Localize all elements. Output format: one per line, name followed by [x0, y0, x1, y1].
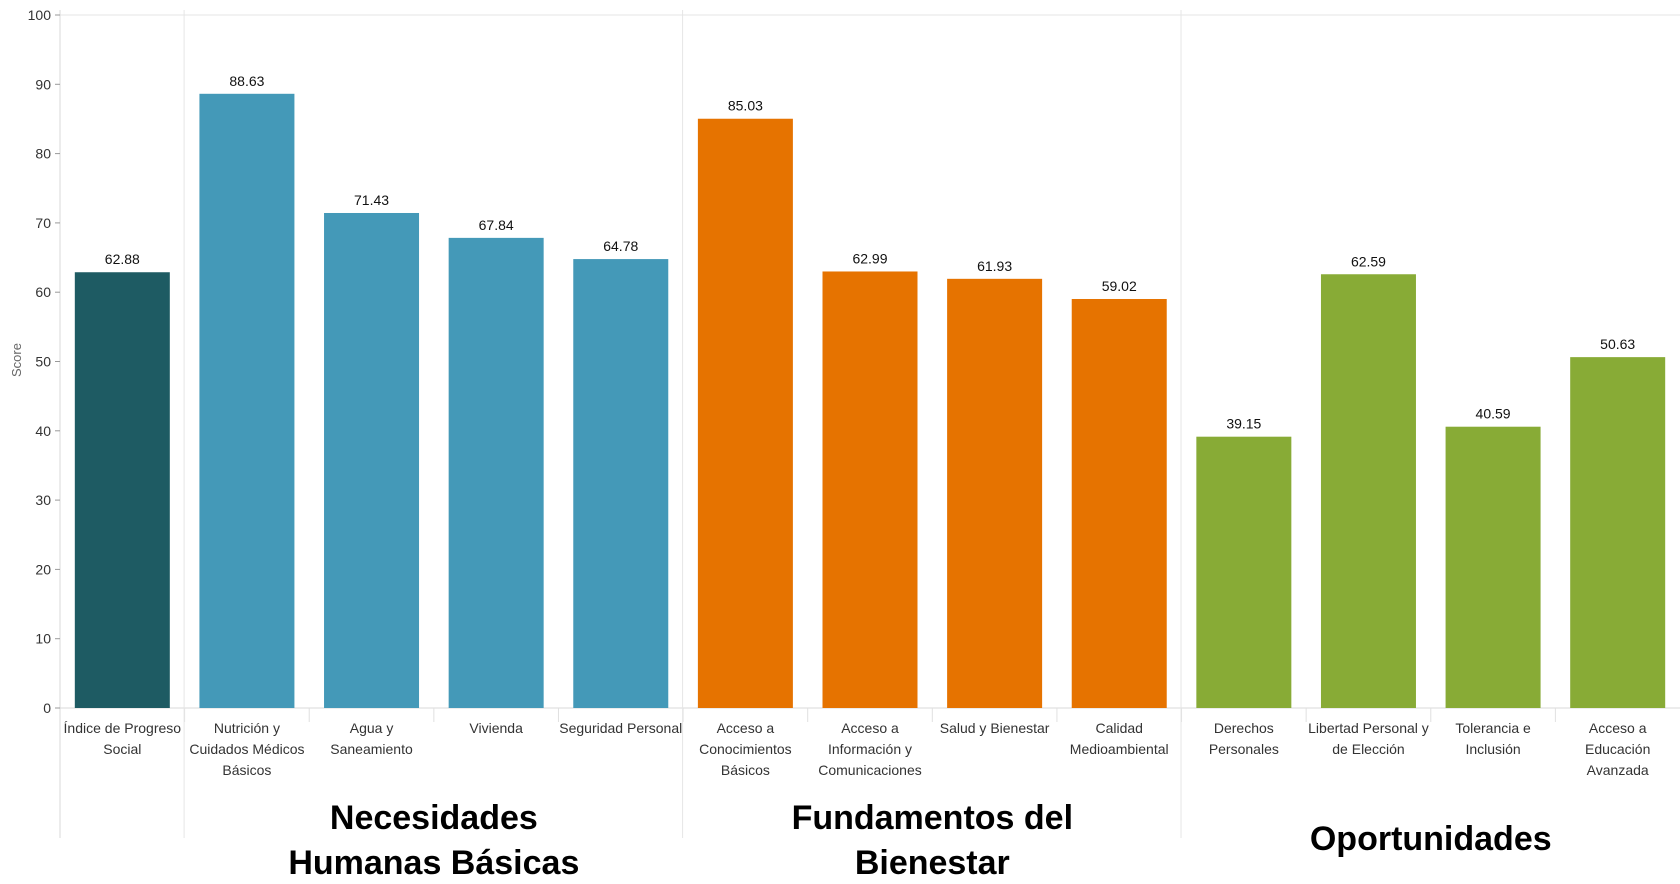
y-tick-label: 50 — [35, 354, 51, 370]
bar — [448, 237, 544, 708]
y-tick-label: 70 — [35, 215, 51, 231]
bar — [1445, 426, 1541, 708]
bar — [573, 259, 669, 708]
x-tick-label: Tolerancia e Inclusión — [1455, 720, 1531, 757]
data-label: 61.93 — [977, 258, 1012, 274]
bar — [1570, 357, 1666, 708]
y-tick-label: 20 — [35, 561, 51, 577]
x-tick-label: Vivienda — [469, 720, 523, 736]
y-axis-label: Score — [9, 343, 24, 377]
data-label: 40.59 — [1476, 406, 1511, 422]
y-tick-label: 90 — [35, 76, 51, 92]
group-title: Fundamentos del Bienestar — [792, 799, 1073, 879]
data-label: 62.99 — [852, 250, 887, 266]
y-tick-label: 0 — [43, 700, 51, 716]
x-tick-label: Acceso a Educación Avanzada — [1585, 720, 1650, 778]
y-tick-label: 60 — [35, 284, 51, 300]
y-tick-label: 30 — [35, 492, 51, 508]
bar — [822, 271, 918, 708]
data-label: 59.02 — [1102, 278, 1137, 294]
bar — [199, 93, 295, 709]
data-label: 64.78 — [603, 238, 638, 254]
y-tick-label: 10 — [35, 631, 51, 647]
group-title-layer: Necesidades Humanas Básicas Fundamentos de… — [288, 799, 1552, 882]
y-tick-label: 80 — [35, 146, 51, 162]
bar — [1071, 298, 1167, 708]
y-tick-label: 100 — [28, 7, 52, 23]
x-tick-label: Índice de Progreso Social — [64, 720, 182, 757]
x-tick-label: Agua y Saneamiento — [330, 720, 413, 757]
x-tick-label: Nutrición y Cuidados Médicos Básicos — [189, 720, 304, 778]
x-tick-label: Acceso a Conocimientos Básicos — [699, 720, 792, 778]
label-layer: 62.88 Índice de Progreso Social 88.63 Nutric… — [64, 73, 1651, 778]
bar-layer — [74, 93, 1666, 709]
x-tick-label: Seguridad Personal — [559, 720, 682, 736]
data-label: 88.63 — [229, 73, 264, 89]
group-title: Oportunidades — [1310, 820, 1552, 858]
y-tick-label: 40 — [35, 423, 51, 439]
data-label: 71.43 — [354, 192, 389, 208]
data-label: 62.59 — [1351, 253, 1386, 269]
data-label: 62.88 — [105, 251, 140, 267]
data-label: 50.63 — [1600, 336, 1635, 352]
bar — [74, 272, 170, 708]
data-label: 39.15 — [1226, 416, 1261, 432]
bar — [1320, 274, 1416, 708]
data-label: 67.84 — [479, 217, 514, 233]
x-tick-label: Libertad Personal y de Elección — [1308, 720, 1429, 757]
group-title: Necesidades Humanas Básicas — [288, 799, 579, 879]
x-tick-label: Calidad Medioambiental — [1070, 720, 1169, 757]
bar — [324, 212, 420, 708]
bar — [947, 278, 1043, 708]
data-label: 85.03 — [728, 98, 763, 114]
x-tick-label: Salud y Bienestar — [940, 720, 1050, 736]
x-tick-label: Derechos Personales — [1209, 720, 1279, 757]
bar — [697, 118, 793, 708]
bar — [1196, 436, 1292, 708]
x-tick-label: Acceso a Información y Comunicaciones — [818, 720, 922, 778]
